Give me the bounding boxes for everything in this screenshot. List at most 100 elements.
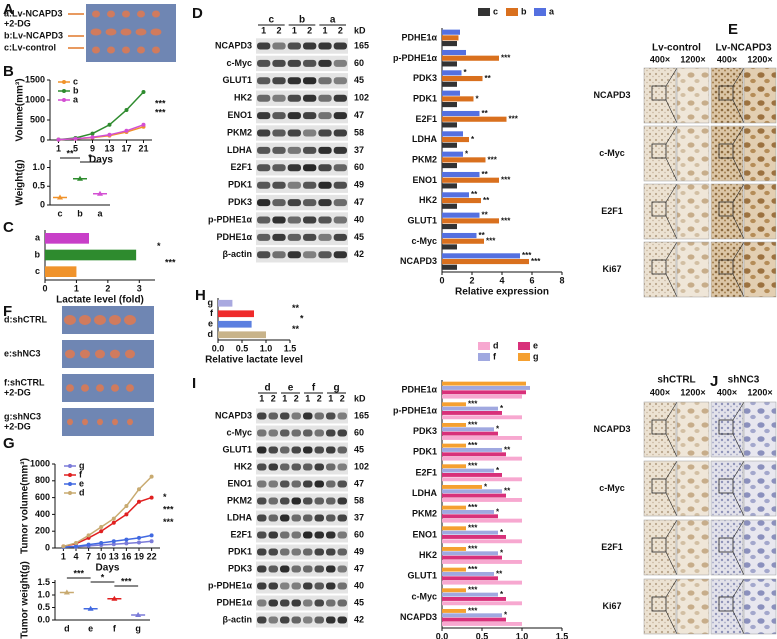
y-tick-label: 0: [40, 134, 45, 144]
data-point: [86, 533, 91, 538]
blot-band: [314, 531, 324, 539]
y-tick-label: 1.0: [37, 589, 50, 599]
blot-band: [326, 480, 336, 488]
zoom-box: [651, 201, 667, 217]
blot-strip: [256, 38, 348, 54]
protein-label: E2F1: [230, 529, 252, 539]
photo-label: +2-DG: [4, 387, 31, 397]
bar: [45, 266, 77, 277]
bar: [442, 41, 457, 47]
blot-band: [257, 429, 267, 437]
lane-label: 2: [340, 393, 345, 403]
bar: [442, 464, 466, 469]
legend-label: b: [73, 85, 79, 95]
blot-band: [303, 233, 317, 241]
tumor: [135, 28, 147, 36]
significance: **: [471, 190, 478, 199]
blot-band: [272, 251, 286, 259]
data-point: [124, 128, 129, 133]
significance: ***: [488, 155, 498, 164]
significance: ***: [121, 576, 132, 586]
bar: [442, 411, 502, 415]
x-tick-label: f: [113, 623, 117, 633]
blot-band: [257, 129, 271, 137]
bar: [442, 539, 522, 544]
blot-band: [333, 42, 347, 50]
kd-value: 60: [354, 427, 364, 437]
significance: ***: [468, 420, 478, 429]
blot-band: [326, 429, 336, 437]
x-tick-label: 10: [96, 551, 106, 561]
significance: **: [482, 170, 489, 179]
blot-strip: [256, 510, 348, 526]
zoom-box: [718, 201, 734, 217]
bar: [442, 402, 466, 407]
tumor: [111, 384, 119, 392]
x-tick-label: a: [97, 208, 103, 218]
tumor: [110, 349, 120, 359]
y-tick-label: b: [35, 249, 41, 259]
zoom-box: [718, 478, 734, 494]
blot-band: [291, 548, 301, 556]
magnification: 400×: [650, 54, 670, 64]
legend-swatch: [68, 464, 72, 468]
blot-band: [303, 531, 313, 539]
lane-label: 1: [259, 393, 264, 403]
tumor: [107, 46, 115, 54]
y-tick-label: PDK3: [413, 426, 437, 436]
blot-band: [268, 582, 278, 590]
legend-swatch: [68, 491, 72, 495]
blot-strip: [256, 229, 348, 246]
protein-label: NCAPD3: [215, 40, 252, 50]
blot-band: [257, 146, 271, 154]
protein-label: PKM2: [227, 495, 252, 505]
significance: *: [500, 404, 504, 413]
zoom-line: [732, 99, 745, 124]
blot-band: [303, 94, 317, 102]
ihc-group: Lv-NCAPD3: [715, 43, 772, 54]
significance: *: [163, 492, 167, 502]
tumor: [67, 418, 73, 426]
blot-band: [318, 59, 332, 67]
y-tick-label: LDHA: [412, 134, 437, 144]
lane-label: 1: [261, 25, 266, 35]
blot-group: d: [264, 383, 270, 394]
blot-strip: [256, 442, 348, 458]
y-tick-label: 0.0: [37, 614, 50, 624]
blot-band: [291, 582, 301, 590]
ihc-image: [710, 401, 744, 458]
blot-band: [333, 112, 347, 120]
blot-band: [303, 599, 313, 607]
y-tick-label: ENO1: [412, 529, 437, 539]
x-tick-label: 4: [73, 551, 78, 561]
blot-band: [303, 446, 313, 454]
x-tick-label: 1.0: [516, 631, 529, 639]
bar: [442, 81, 457, 87]
bar: [442, 443, 466, 448]
bar: [442, 509, 494, 514]
blot-strip: [256, 90, 348, 106]
significance: **: [485, 74, 492, 83]
x-tick-label: 2: [105, 283, 110, 293]
blot-band: [268, 463, 278, 471]
blot-band: [272, 233, 286, 241]
y-tick-label: p-PDHE1α: [393, 53, 438, 63]
tumor: [80, 349, 90, 359]
blot-band: [280, 480, 290, 488]
blot-band: [268, 599, 278, 607]
blot-band: [257, 565, 267, 573]
data-point: [124, 504, 129, 508]
protein-label: LDHA: [227, 145, 252, 155]
bar: [442, 597, 506, 601]
blot-band: [303, 112, 317, 120]
magnification: 1200×: [747, 387, 772, 397]
x-tick-label: 0: [42, 283, 47, 293]
y-tick-label: c: [35, 266, 40, 276]
bar: [442, 264, 457, 270]
blot-band: [303, 251, 317, 259]
bar: [442, 489, 502, 494]
x-tick-label: g: [135, 623, 141, 633]
protein-label: GLUT1: [222, 75, 252, 85]
photo-label: f:shCTRL: [4, 377, 45, 387]
legend-label: e: [533, 340, 538, 350]
